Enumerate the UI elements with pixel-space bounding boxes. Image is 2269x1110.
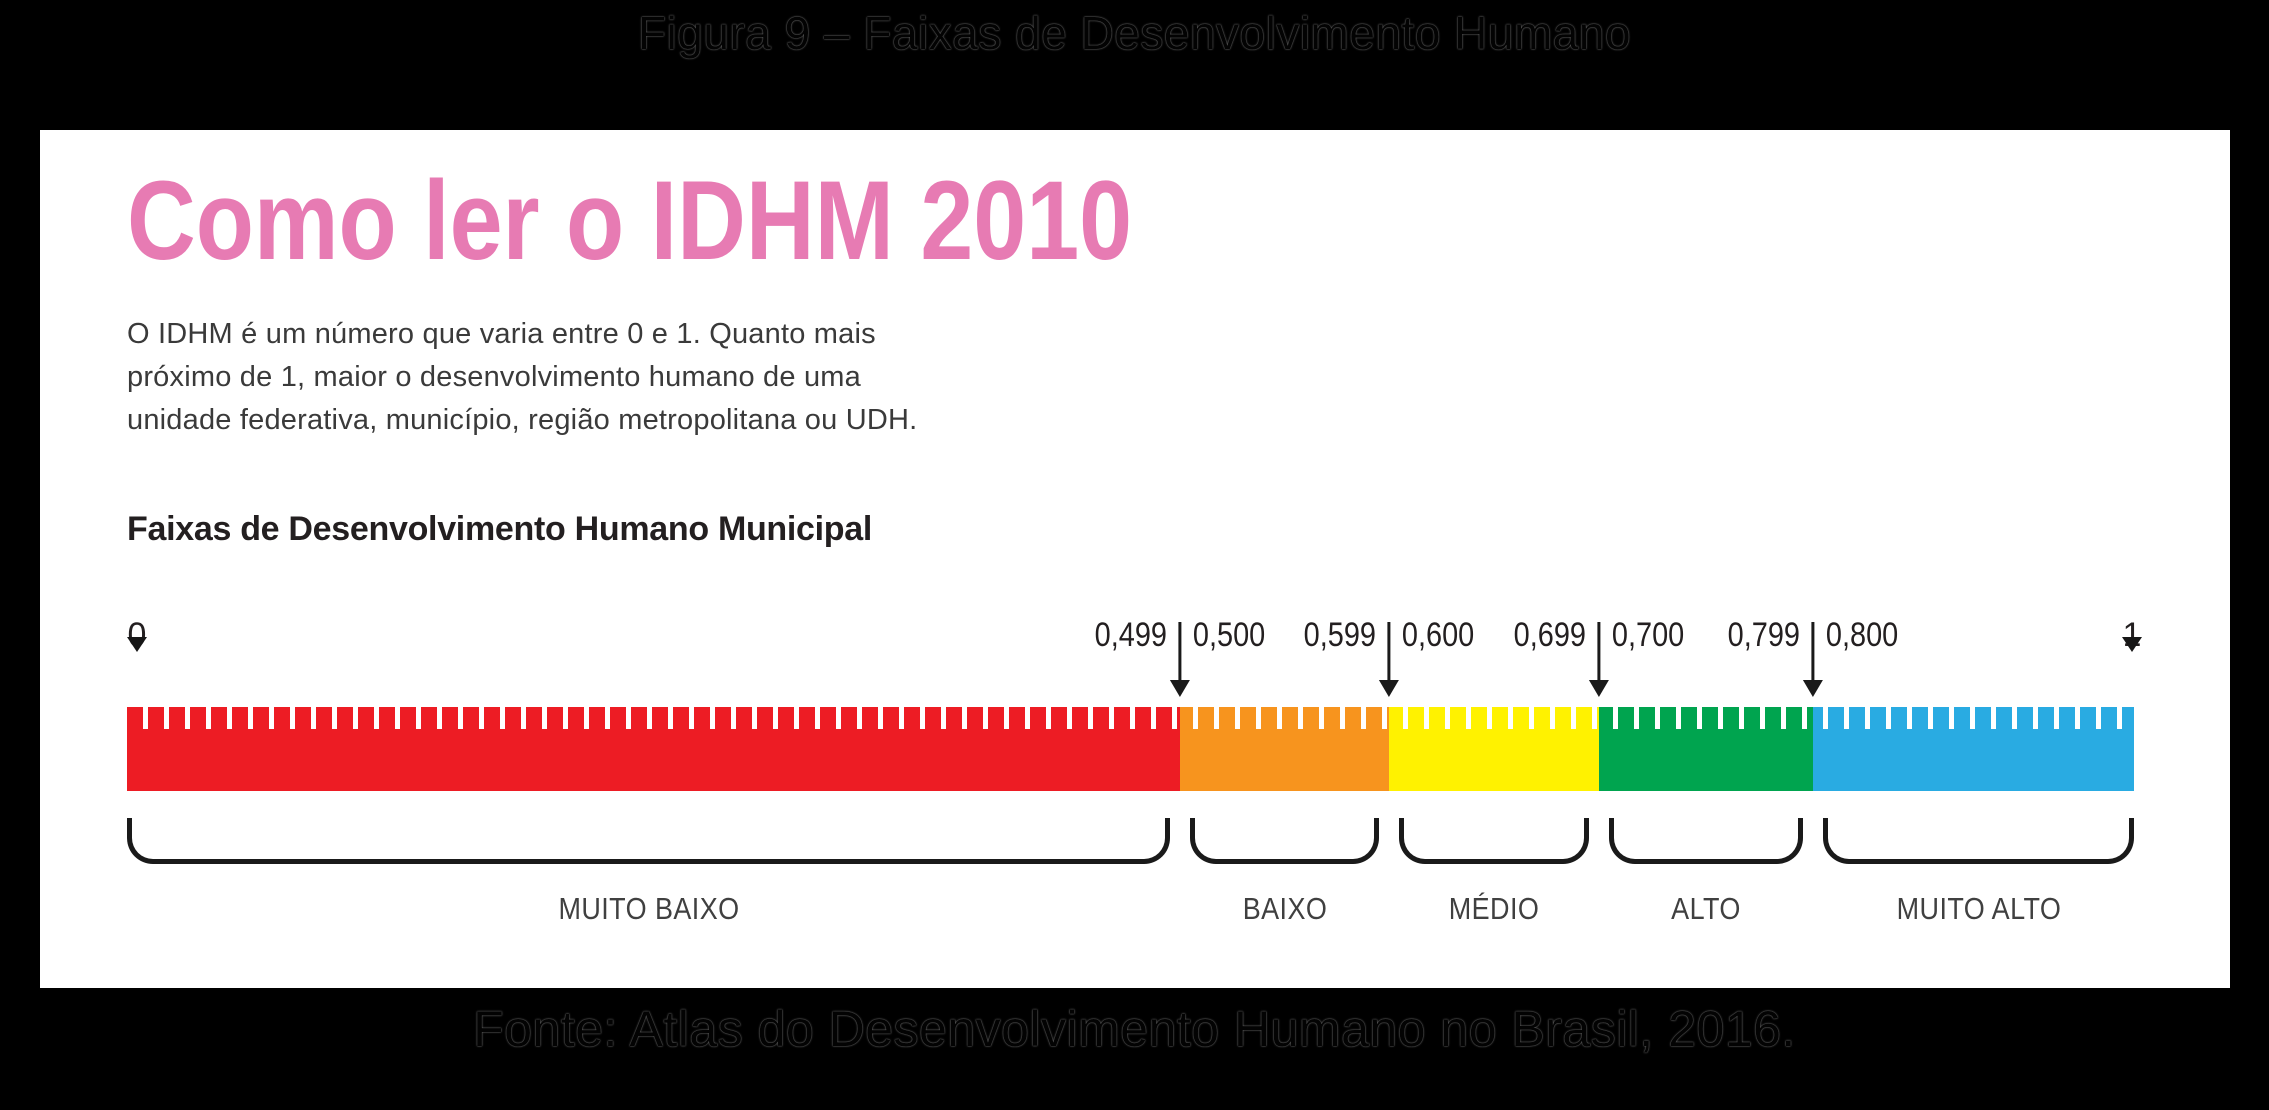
bracket-baixo <box>1190 818 1379 864</box>
scale-heading: Faixas de Desenvolvimento Humano Municip… <box>127 510 873 548</box>
range-label-alto: ALTO <box>1671 891 1741 926</box>
boundary-left-value: 0,799 <box>1727 616 1800 654</box>
scale-segment-baixo <box>1180 707 1389 791</box>
boundary-right-value: 0,600 <box>1402 616 1475 654</box>
scale-boundary-0_700: 0,699 0,700 <box>1501 618 1697 697</box>
boundary-values: 0,799 0,800 <box>1715 618 1911 652</box>
card-title: Como ler o IDHM 2010 <box>127 158 1133 283</box>
scale-boundary-0_800: 0,799 0,800 <box>1715 618 1911 697</box>
scale-segment-me-dio <box>1389 707 1599 791</box>
figure-source: Fonte: Atlas do Desenvolvimento Humano n… <box>473 1001 1796 1057</box>
scale-min-marker: 0 <box>127 618 147 670</box>
bracket-muito-baixo <box>127 818 1170 864</box>
range-label-me-dio: MÉDIO <box>1448 891 1540 926</box>
scale-min-value: 0 <box>127 616 147 654</box>
boundary-right-value: 0,800 <box>1826 616 1899 654</box>
boundary-values: 0,599 0,600 <box>1291 618 1487 652</box>
down-triangle-icon <box>2122 637 2142 669</box>
down-arrow-icon <box>1170 680 1190 697</box>
boundary-left-value: 0,499 <box>1094 616 1167 654</box>
range-label-muito-baixo: MUITO BAIXO <box>557 891 740 926</box>
scale-boundary-0_600: 0,599 0,600 <box>1291 618 1487 697</box>
description-line: O IDHM é um número que varia entre 0 e 1… <box>127 318 876 350</box>
scale-segment-alto <box>1599 707 1813 791</box>
down-triangle-icon <box>127 637 147 669</box>
boundary-line <box>1178 622 1182 680</box>
boundary-left-value: 0,599 <box>1303 616 1376 654</box>
description-line: unidade federativa, município, região me… <box>127 404 918 436</box>
scale-segment-muito-alto <box>1813 707 2134 791</box>
bracket-alto <box>1609 818 1803 864</box>
boundary-line <box>1597 622 1601 680</box>
boundary-line <box>1811 622 1815 680</box>
boundary-right-value: 0,500 <box>1193 616 1266 654</box>
down-arrow-icon <box>1803 680 1823 697</box>
down-arrow-icon <box>1379 680 1399 697</box>
scale-max-value: 1 <box>2122 616 2142 654</box>
description-line: próximo de 1, maior o desenvolvimento hu… <box>127 361 861 393</box>
scale-boundary-0_500: 0,499 0,500 <box>1082 618 1278 697</box>
scale-max-marker: 1 <box>2122 618 2142 670</box>
down-arrow-icon <box>1589 680 1609 697</box>
range-label-muito-alto: MUITO ALTO <box>1896 891 2061 926</box>
figure-title: Figura 9 – Faixas de Desenvolvimento Hum… <box>637 7 1632 59</box>
bracket-muito-alto <box>1823 818 2134 864</box>
boundary-left-value: 0,699 <box>1513 616 1586 654</box>
scale-segment-muito-baixo <box>127 707 1180 791</box>
boundary-values: 0,499 0,500 <box>1082 618 1278 652</box>
infographic-card: Como ler o IDHM 2010 O IDHM é um número … <box>40 130 2230 988</box>
boundary-values: 0,699 0,700 <box>1501 618 1697 652</box>
boundary-line <box>1387 622 1391 680</box>
range-label-baixo: BAIXO <box>1242 891 1327 926</box>
boundary-right-value: 0,700 <box>1612 616 1685 654</box>
scale-bar <box>127 707 2134 791</box>
card-description: O IDHM é um número que varia entre 0 e 1… <box>127 313 917 442</box>
bracket-me-dio <box>1399 818 1589 864</box>
